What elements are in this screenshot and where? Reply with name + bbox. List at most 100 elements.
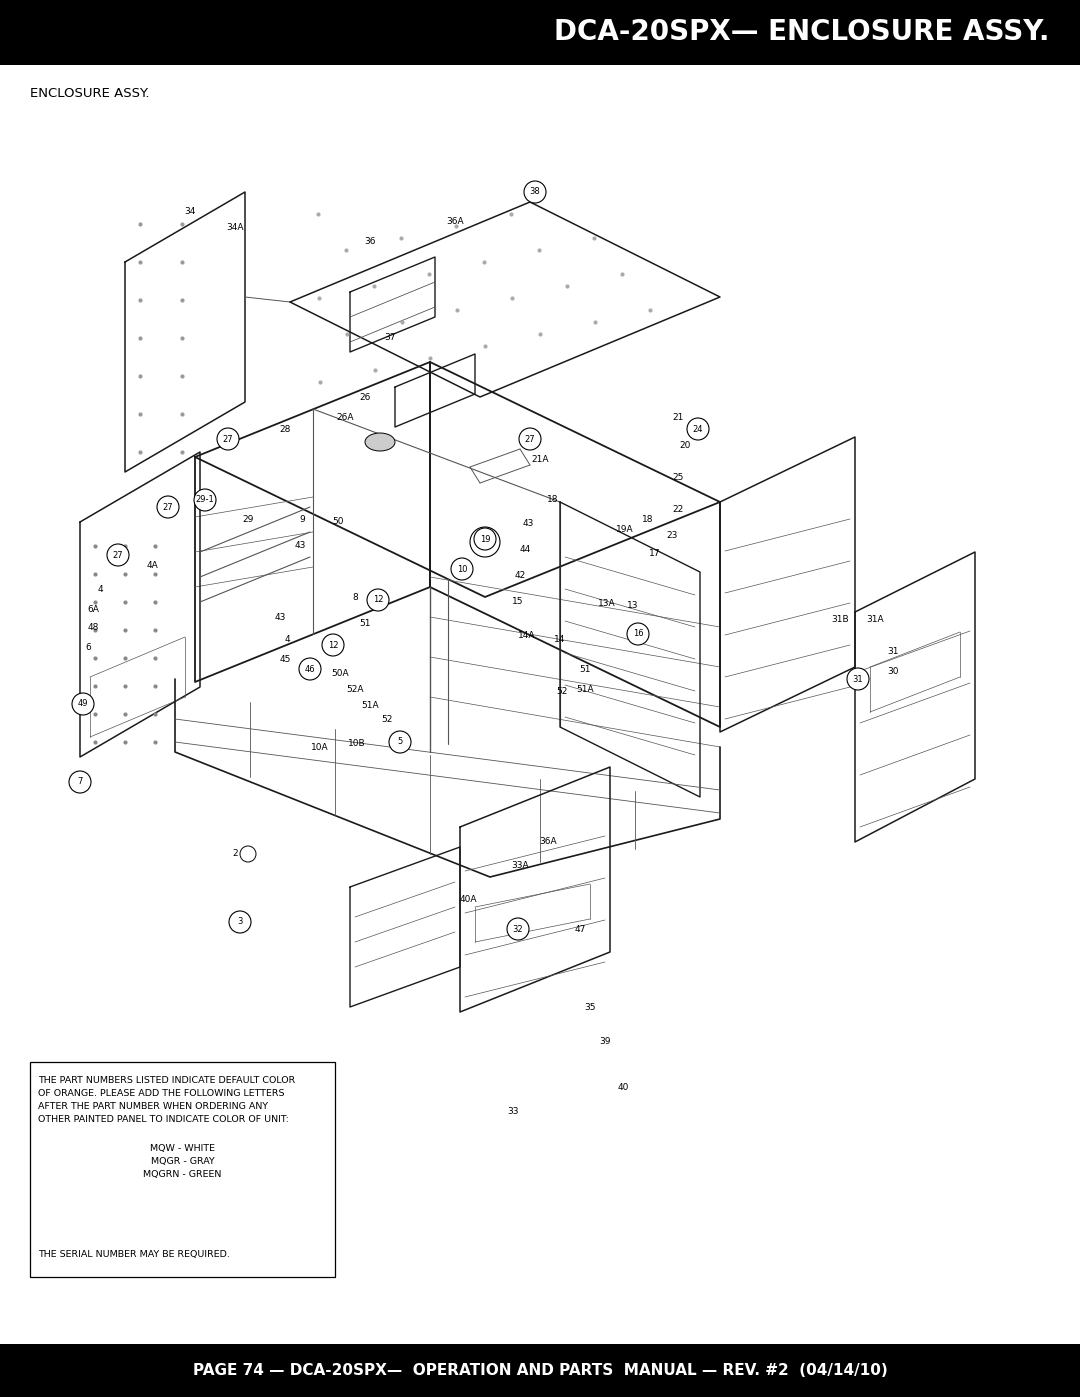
Text: 31A: 31A	[866, 615, 883, 623]
Text: 44: 44	[519, 545, 530, 553]
Text: MQGRN - GREEN: MQGRN - GREEN	[144, 1171, 221, 1179]
Text: 27: 27	[525, 434, 536, 443]
Ellipse shape	[365, 433, 395, 451]
Text: 19: 19	[480, 535, 490, 543]
Text: OF ORANGE. PLEASE ADD THE FOLLOWING LETTERS: OF ORANGE. PLEASE ADD THE FOLLOWING LETT…	[38, 1090, 284, 1098]
Text: 14A: 14A	[518, 630, 536, 640]
Text: 24: 24	[692, 425, 703, 433]
Text: 29-1: 29-1	[195, 496, 214, 504]
Circle shape	[72, 693, 94, 715]
Text: 51: 51	[360, 619, 370, 629]
Circle shape	[322, 634, 345, 657]
Circle shape	[470, 527, 500, 557]
Text: 27: 27	[112, 550, 123, 560]
Text: AFTER THE PART NUMBER WHEN ORDERING ANY: AFTER THE PART NUMBER WHEN ORDERING ANY	[38, 1102, 268, 1111]
Text: 5: 5	[397, 738, 403, 746]
Text: 43: 43	[274, 612, 286, 622]
Text: 12: 12	[327, 640, 338, 650]
Circle shape	[687, 418, 708, 440]
Text: 4: 4	[97, 584, 103, 594]
Text: 36A: 36A	[446, 218, 463, 226]
Text: 15: 15	[512, 598, 524, 606]
Text: 18: 18	[548, 495, 558, 503]
Text: 52: 52	[556, 687, 568, 697]
Circle shape	[299, 658, 321, 680]
Text: DCA-20SPX— ENCLOSURE ASSY.: DCA-20SPX— ENCLOSURE ASSY.	[554, 18, 1050, 46]
Text: 33A: 33A	[511, 861, 529, 869]
Text: THE SERIAL NUMBER MAY BE REQUIRED.: THE SERIAL NUMBER MAY BE REQUIRED.	[38, 1250, 230, 1259]
Text: 14: 14	[554, 634, 566, 644]
Text: 46: 46	[305, 665, 315, 673]
Circle shape	[524, 182, 546, 203]
Text: 25: 25	[673, 472, 684, 482]
Circle shape	[157, 496, 179, 518]
Text: ENCLOSURE ASSY.: ENCLOSURE ASSY.	[30, 87, 149, 101]
Text: 10: 10	[457, 564, 468, 574]
Text: 4: 4	[284, 636, 289, 644]
Text: 27: 27	[222, 434, 233, 443]
Text: 52A: 52A	[347, 686, 364, 694]
Text: 48: 48	[87, 623, 98, 633]
Text: 31: 31	[888, 647, 899, 657]
Text: 13: 13	[627, 601, 638, 609]
Text: 38: 38	[529, 187, 540, 197]
Text: 10B: 10B	[348, 739, 366, 749]
Text: 40A: 40A	[459, 895, 476, 904]
Text: 10A: 10A	[311, 742, 328, 752]
Text: 51A: 51A	[361, 700, 379, 710]
Text: 52: 52	[381, 715, 393, 725]
Circle shape	[507, 918, 529, 940]
Circle shape	[217, 427, 239, 450]
Text: 39: 39	[599, 1038, 611, 1046]
Text: MQW - WHITE: MQW - WHITE	[150, 1144, 215, 1153]
Text: 3: 3	[238, 918, 243, 926]
Bar	[30, 1062, 335, 1277]
Text: 33: 33	[508, 1108, 518, 1116]
Text: 10: 10	[397, 732, 408, 742]
Text: 20: 20	[679, 440, 691, 450]
Text: 37: 37	[384, 332, 395, 341]
Text: 16: 16	[633, 630, 644, 638]
Text: 12: 12	[373, 595, 383, 605]
Text: 17: 17	[649, 549, 661, 559]
Text: 2: 2	[232, 849, 238, 859]
Circle shape	[627, 623, 649, 645]
Text: 42: 42	[514, 570, 526, 580]
Text: 9: 9	[299, 514, 305, 524]
Text: 27: 27	[163, 503, 173, 511]
Text: 45: 45	[280, 655, 291, 664]
Text: 23: 23	[666, 531, 677, 539]
Circle shape	[474, 528, 496, 550]
Circle shape	[847, 668, 869, 690]
Text: 6: 6	[85, 643, 91, 651]
Text: 36A: 36A	[539, 837, 557, 847]
Text: 31B: 31B	[832, 615, 849, 623]
Bar	[0, 1344, 1080, 1397]
Circle shape	[194, 489, 216, 511]
Text: 50A: 50A	[332, 669, 349, 679]
Text: 21A: 21A	[531, 454, 549, 464]
Circle shape	[389, 731, 411, 753]
Text: MQGR - GRAY: MQGR - GRAY	[150, 1157, 214, 1166]
Text: 51A: 51A	[577, 685, 594, 693]
Text: 21: 21	[673, 412, 684, 422]
Text: 40: 40	[618, 1083, 629, 1091]
Circle shape	[367, 590, 389, 610]
Text: 7: 7	[78, 778, 83, 787]
Text: 35: 35	[584, 1003, 596, 1011]
Circle shape	[240, 847, 256, 862]
Text: 6A: 6A	[87, 605, 99, 613]
Text: 26A: 26A	[336, 412, 354, 422]
Circle shape	[69, 771, 91, 793]
Text: 36: 36	[364, 237, 376, 246]
Text: THE PART NUMBERS LISTED INDICATE DEFAULT COLOR: THE PART NUMBERS LISTED INDICATE DEFAULT…	[38, 1076, 295, 1085]
Text: 50: 50	[333, 517, 343, 527]
Text: 47: 47	[575, 925, 585, 933]
Text: 32: 32	[513, 925, 524, 933]
Text: 13A: 13A	[598, 599, 616, 609]
Text: 4A: 4A	[146, 560, 158, 570]
Bar	[0, 0, 1080, 66]
Circle shape	[107, 543, 129, 566]
Text: 34: 34	[185, 208, 195, 217]
Text: 8: 8	[352, 592, 357, 602]
